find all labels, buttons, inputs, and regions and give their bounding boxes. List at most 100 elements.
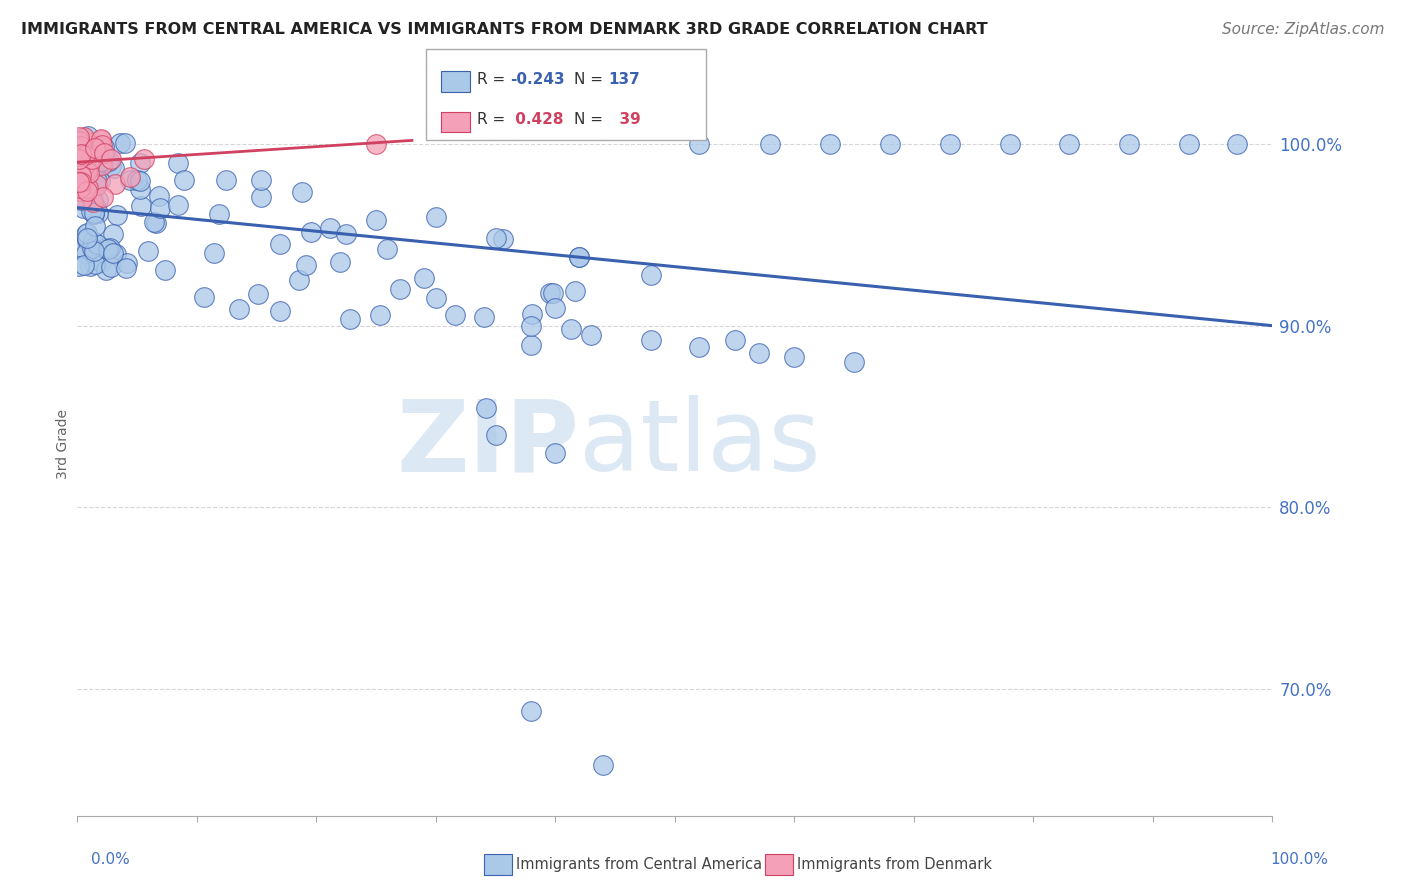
Point	[67, 158, 90, 172]
Point	[93, 140, 115, 154]
Point	[84, 172, 107, 186]
Point	[105, 208, 128, 222]
Point	[90, 154, 112, 169]
Point	[215, 173, 238, 187]
Point	[688, 136, 710, 151]
Point	[80, 192, 103, 206]
Point	[115, 255, 138, 269]
Point	[520, 704, 543, 718]
Text: N =: N =	[574, 72, 607, 87]
Point	[299, 225, 322, 239]
Point	[145, 215, 167, 229]
Point	[70, 184, 93, 198]
Point	[166, 198, 188, 212]
Point	[129, 174, 152, 188]
Point	[288, 273, 311, 287]
Point	[70, 168, 93, 182]
Point	[90, 137, 112, 152]
Point	[79, 151, 101, 165]
Point	[1118, 136, 1140, 151]
Point	[67, 260, 90, 274]
Point	[148, 189, 170, 203]
Point	[291, 186, 314, 200]
Point	[91, 158, 114, 172]
Point	[76, 128, 98, 143]
Text: 0.0%: 0.0%	[91, 852, 131, 867]
Point	[564, 284, 586, 298]
Point	[72, 155, 94, 169]
Point	[783, 350, 806, 364]
Point	[879, 136, 901, 151]
Point	[76, 231, 98, 245]
Point	[97, 154, 120, 169]
Point	[748, 346, 770, 360]
Point	[329, 255, 352, 269]
Point	[79, 159, 101, 173]
Point	[67, 145, 90, 159]
Point	[69, 181, 91, 195]
Point	[541, 286, 564, 301]
Point	[90, 132, 112, 146]
Point	[125, 173, 148, 187]
Text: Source: ZipAtlas.com: Source: ZipAtlas.com	[1222, 22, 1385, 37]
Point	[538, 286, 561, 301]
Point	[103, 161, 125, 175]
Point	[520, 337, 543, 351]
Point	[820, 136, 842, 151]
Point	[202, 246, 225, 260]
Point	[544, 301, 567, 315]
Point	[67, 153, 90, 167]
Point	[520, 307, 543, 321]
Point	[319, 221, 342, 235]
Point	[82, 147, 104, 161]
Point	[249, 173, 271, 187]
Point	[844, 355, 866, 369]
Point	[475, 401, 498, 415]
Point	[84, 202, 107, 216]
Point	[228, 302, 250, 317]
Point	[86, 193, 108, 207]
Point	[129, 182, 152, 196]
Point	[77, 181, 100, 195]
Point	[998, 136, 1021, 151]
Y-axis label: 3rd Grade: 3rd Grade	[56, 409, 70, 479]
Point	[76, 226, 98, 240]
Point	[173, 173, 195, 187]
Text: R =: R =	[477, 72, 510, 87]
Point	[73, 258, 96, 272]
Point	[388, 282, 412, 296]
Point	[76, 164, 98, 178]
Point	[114, 136, 136, 150]
Point	[67, 175, 90, 189]
Point	[101, 245, 124, 260]
Point	[91, 190, 114, 204]
Point	[129, 199, 152, 213]
Point	[640, 333, 662, 347]
Point	[688, 341, 710, 355]
Point	[73, 147, 96, 161]
Point	[80, 145, 103, 159]
Point	[82, 166, 104, 180]
Point	[79, 190, 101, 204]
Point	[96, 242, 118, 256]
Point	[80, 204, 103, 219]
Point	[520, 318, 543, 333]
Text: 100.0%: 100.0%	[1271, 852, 1329, 867]
Point	[73, 153, 96, 168]
Point	[72, 131, 94, 145]
Point	[98, 241, 121, 255]
Point	[1059, 136, 1081, 151]
Point	[70, 165, 93, 179]
Point	[82, 152, 104, 166]
Text: atlas: atlas	[579, 395, 821, 492]
Point	[425, 292, 447, 306]
Text: N =: N =	[574, 112, 607, 127]
Point	[269, 304, 291, 318]
Point	[76, 169, 98, 184]
Point	[120, 173, 142, 187]
Point	[412, 271, 434, 285]
Point	[425, 210, 447, 224]
Point	[250, 189, 273, 203]
Point	[67, 129, 90, 144]
Point	[544, 446, 567, 460]
